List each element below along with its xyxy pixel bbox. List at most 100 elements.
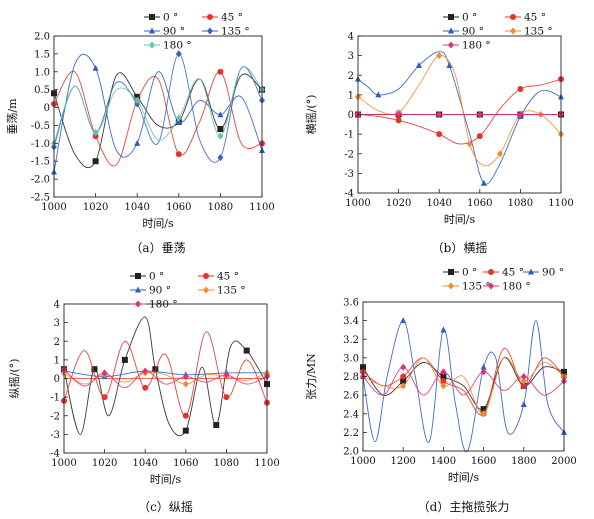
- y-tick-label-2: -2: [50, 411, 60, 422]
- x-tick-label-5: 1100: [249, 202, 274, 213]
- data-point-4-6: [480, 368, 487, 376]
- chart-caption: （b）横摇: [432, 241, 488, 255]
- x-tick-label-5: 2000: [551, 456, 576, 467]
- roll-chart: 1000 1020 1040 1060 1080 1100 -4 -3 -2 -1 0 1 2 3 4 时间/…: [304, 12, 574, 256]
- legend-label-3: 135 °: [524, 26, 553, 38]
- legend-label-3: 135 °: [221, 26, 250, 38]
- legend-marker-1: [488, 269, 494, 275]
- legend-label-0: 0 °: [149, 271, 164, 283]
- data-point-4-4: [440, 368, 447, 376]
- y-tick-label-5: 1: [348, 90, 354, 101]
- x-tick-label-2: 1040: [426, 198, 451, 209]
- legend-marker-2: [528, 268, 534, 275]
- legend-marker-3: [203, 286, 209, 294]
- series-group: [51, 50, 265, 175]
- legend-label-4: 180 °: [149, 299, 178, 311]
- y-tick-label-6: 2: [348, 71, 354, 82]
- data-point-2-4: [415, 61, 422, 68]
- legend-marker-4: [149, 41, 155, 49]
- series-group: [61, 316, 270, 437]
- data-point-2-8: [480, 179, 487, 186]
- data-point-1-8: [517, 85, 524, 92]
- series-line-2: [53, 53, 263, 173]
- legend-marker-0: [149, 14, 155, 20]
- y-tick-label-6: 3.2: [343, 335, 359, 346]
- y-tick-label-3: -1.0: [31, 139, 50, 150]
- data-point-3-6: [480, 410, 487, 418]
- y-tick-label-1: 2.2: [343, 428, 359, 439]
- y-tick-label-9: 2.0: [34, 32, 50, 43]
- data-point-1-6: [476, 133, 483, 140]
- legend-marker-2: [448, 27, 454, 34]
- data-point-0-4: [121, 356, 128, 363]
- legend-label-1: 45 °: [524, 12, 546, 24]
- legend-marker-3: [448, 282, 454, 290]
- series-line-4: [53, 66, 263, 144]
- y-tick-label-7: 3.4: [343, 316, 359, 327]
- series-line-4: [362, 366, 565, 396]
- legend-label-2: 90 °: [163, 26, 185, 38]
- legend-marker-2: [135, 286, 141, 293]
- y-tick-label-0: -4: [50, 449, 60, 460]
- data-point-0-6: [480, 406, 487, 413]
- legend-marker-1: [510, 14, 516, 20]
- data-point-1-4: [142, 384, 149, 391]
- data-point-4-6: [175, 114, 182, 122]
- data-point-4-4: [517, 111, 524, 118]
- heave-chart: 1000 1020 1040 1060 1080 1100 -2.5 -2.0 -1.5 -1.0…: [6, 12, 275, 256]
- y-tick-label-5: 1: [54, 355, 60, 366]
- legend-marker-1: [203, 273, 209, 279]
- legend-marker-4: [488, 282, 494, 290]
- x-tick-label-0: 1000: [41, 202, 66, 213]
- y-tick-label-2: 2.4: [343, 409, 359, 420]
- y-axis-label: 纵摇/(°): [7, 359, 21, 399]
- legend-marker-2: [149, 27, 155, 34]
- x-tick-label-0: 1000: [51, 458, 76, 469]
- data-point-1-8: [223, 394, 230, 401]
- legend-label-4: 180 °: [502, 281, 531, 293]
- legend-marker-0: [448, 14, 454, 20]
- data-point-1-4: [440, 378, 447, 385]
- legend-label-2: 90 °: [149, 285, 171, 297]
- chart-caption: （c）纵摇: [138, 500, 193, 514]
- x-tick-label-0: 1000: [345, 198, 370, 209]
- series-line-4: [63, 368, 268, 389]
- series-line-2: [362, 320, 565, 453]
- data-point-2-9: [480, 363, 487, 370]
- data-point-1-2: [400, 373, 407, 380]
- data-point-3-2: [400, 382, 407, 390]
- x-tick-label-5: 1100: [254, 458, 279, 469]
- legend-marker-1: [207, 14, 213, 20]
- data-point-4-2: [101, 369, 108, 377]
- series-line-3: [362, 356, 565, 415]
- plot-frame: [53, 35, 263, 198]
- data-point-3-6: [175, 50, 182, 58]
- data-point-1-2: [92, 133, 99, 140]
- data-point-2-6: [446, 61, 453, 68]
- x-axis-label: 时间/s: [448, 471, 480, 484]
- data-point-2-12: [520, 400, 527, 407]
- data-point-0-4: [440, 373, 447, 380]
- data-point-2-8: [217, 111, 224, 118]
- data-point-4-8: [223, 371, 230, 379]
- data-point-0-2: [400, 378, 407, 385]
- y-tick-label-0: -4: [344, 189, 354, 200]
- series-line-2: [63, 370, 268, 378]
- legend-marker-0: [448, 269, 454, 275]
- y-tick-label-8: 4: [348, 32, 354, 43]
- series-line-1: [63, 331, 268, 417]
- y-tick-label-7: 1.0: [34, 67, 50, 78]
- x-tick-label-4: 1080: [508, 198, 533, 209]
- y-tick-label-8: 3.6: [343, 298, 359, 309]
- data-point-3-6: [466, 140, 473, 148]
- x-tick-label-1: 1020: [92, 458, 117, 469]
- legend-label-1: 45 °: [217, 271, 239, 283]
- x-axis-label: 时间/s: [444, 213, 476, 226]
- data-point-2-3: [400, 317, 407, 324]
- chart-caption: （a）垂荡: [130, 241, 185, 255]
- x-tick-label-2: 1040: [124, 202, 149, 213]
- y-tick-label-1: -2.0: [31, 175, 50, 186]
- series-line-1: [53, 70, 263, 167]
- x-tick-label-3: 1060: [173, 458, 198, 469]
- data-point-3-8: [217, 154, 224, 162]
